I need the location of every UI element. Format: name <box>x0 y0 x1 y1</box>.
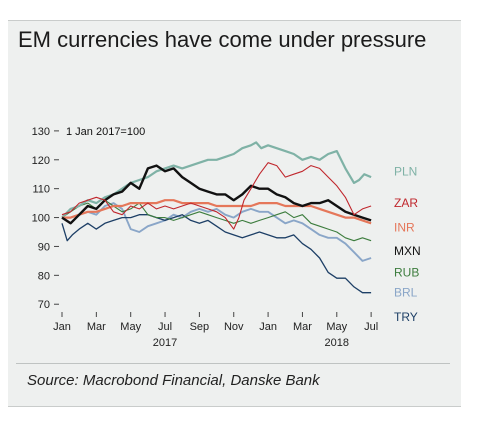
x-tick-label: Jan <box>53 321 71 333</box>
line-chart: 70 80 90 100 110 120 130 Jan Mar May Jul Sep Nov Jan M… <box>32 126 421 349</box>
series-line-zar <box>61 162 372 230</box>
y-tick-label: 120 <box>32 155 50 167</box>
y-tick-label: 90 <box>38 241 50 253</box>
x-tick-label: Jul <box>158 321 172 333</box>
x-tick-label: Nov <box>224 321 244 333</box>
source-divider <box>16 363 450 364</box>
x-tick-label: May <box>120 321 141 333</box>
x-tick-label: May <box>326 321 347 333</box>
series-label-pln: PLN <box>394 164 417 178</box>
x-year-label: 2017 <box>153 337 177 349</box>
y-tick-label: 130 <box>32 126 50 138</box>
series-label-inr: INR <box>394 221 415 235</box>
series-label-rub: RUB <box>394 265 419 279</box>
x-tick-label: Mar <box>293 321 312 333</box>
chart-annotation: 1 Jan 2017=100 <box>66 126 145 138</box>
y-tick-label: 70 <box>38 299 50 311</box>
x-year-label: 2018 <box>325 337 349 349</box>
series-line-brl <box>62 202 372 262</box>
source-note: Source: Macrobond Financial, Danske Bank <box>27 372 320 389</box>
series-label-zar: ZAR <box>394 196 418 210</box>
series-line-try <box>61 214 372 294</box>
series-label-brl: BRL <box>394 286 418 300</box>
series-label-mxn: MXN <box>394 244 421 258</box>
x-tick-label: Sep <box>190 321 210 333</box>
x-tick-label: Jan <box>259 321 277 333</box>
y-tick-label: 100 <box>32 213 50 225</box>
y-tick-label: 110 <box>32 184 50 196</box>
x-tick-label: Jul <box>364 321 378 333</box>
y-tick-label: 80 <box>38 270 50 282</box>
chart-title: EM currencies have come under pressure <box>18 27 427 52</box>
series-label-try: TRY <box>394 310 418 324</box>
series-line-inr <box>62 199 372 225</box>
series-line-mxn <box>61 164 372 225</box>
x-tick-label: Mar <box>87 321 106 333</box>
